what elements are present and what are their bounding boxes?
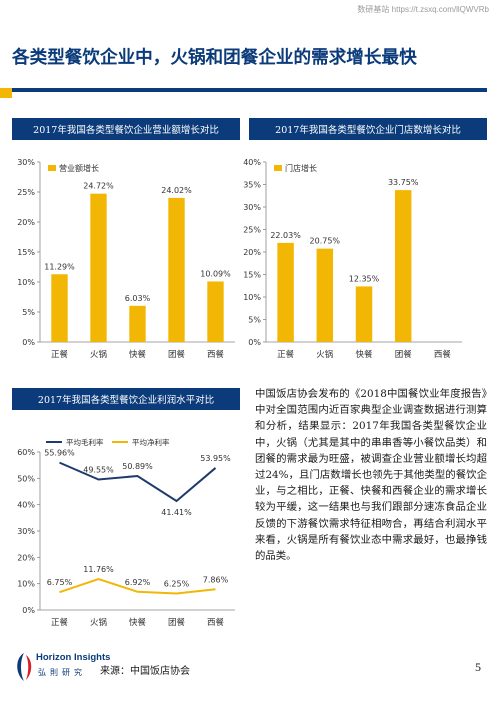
chart3-title: 2017年我国各类型餐饮企业利润水平对比	[12, 388, 240, 410]
series-line	[59, 461, 217, 503]
y-tick-label: 20%	[17, 218, 35, 227]
bar	[355, 286, 373, 342]
bar	[90, 193, 107, 342]
legend-swatch	[274, 165, 282, 171]
chart2-title: 2017年我国各类型餐饮企业门店数增长对比	[249, 118, 487, 140]
y-tick-label: 20%	[243, 248, 261, 257]
data-label: 33.75%	[388, 178, 419, 187]
bar	[316, 248, 334, 342]
data-label: 24.72%	[83, 182, 114, 191]
y-tick-label: 10%	[17, 278, 35, 287]
bar	[394, 190, 412, 342]
x-tick-label: 快餐	[129, 349, 147, 360]
x-tick-label: 西餐	[207, 618, 225, 628]
bar	[51, 274, 68, 342]
data-label: 11.76%	[83, 565, 114, 574]
data-label: 53.95%	[200, 454, 231, 463]
page-number: 5	[475, 660, 481, 674]
x-tick-label: 火锅	[90, 617, 107, 628]
x-tick-label: 团餐	[168, 350, 186, 360]
y-tick-label: 0%	[22, 338, 35, 347]
x-tick-label: 快餐	[355, 349, 373, 360]
title-accent	[0, 88, 12, 98]
y-tick-label: 30%	[243, 203, 261, 212]
data-label: 6.92%	[125, 578, 151, 587]
x-tick-label: 正餐	[277, 350, 295, 360]
title-rule	[12, 88, 487, 92]
data-label: 10.09%	[200, 269, 231, 278]
data-label: 20.75%	[310, 237, 341, 246]
data-label: 22.03%	[270, 231, 301, 240]
body-paragraph: 中国饭店协会发布的《2018中国餐饮业年度报告》中对全国范围内近百家典型企业调查…	[255, 388, 487, 563]
legend-label: 营业额增长	[59, 163, 99, 173]
x-tick-label: 西餐	[434, 350, 452, 360]
data-label: 55.96%	[44, 449, 75, 458]
y-tick-label: 60%	[17, 448, 35, 457]
bar	[129, 305, 146, 342]
chart-store-growth: 0% 5% 10% 15% 20% 25% 30% 35% 40% 正餐 火锅 快餐 团餐 西餐 门店增长 2…	[243, 158, 462, 360]
bar	[277, 242, 294, 342]
y-tick-label: 20%	[17, 553, 35, 562]
y-tick-label: 35%	[243, 181, 261, 190]
x-tick-label: 正餐	[51, 618, 69, 628]
y-tick-label: 10%	[243, 293, 261, 302]
logo: Horizon Insights 弘則研究	[12, 650, 122, 686]
chart-revenue-growth: 0% 5% 10% 15% 20% 25% 30% 正餐 火锅 快餐 团餐 西餐 营业额增长 11.29%…	[17, 158, 235, 360]
data-label: 6.75%	[47, 578, 73, 587]
x-tick-label: 火锅	[316, 349, 333, 360]
y-tick-label: 40%	[243, 158, 261, 167]
x-tick-label: 快餐	[129, 617, 147, 628]
x-tick-label: 西餐	[207, 350, 225, 360]
source-note: 来源：中国饭店协会	[100, 666, 190, 677]
legend-swatch	[48, 165, 56, 171]
page-title: 各类型餐饮企业中，火锅和团餐企业的需求增长最快	[12, 48, 417, 68]
bar	[207, 281, 224, 342]
y-tick-label: 40%	[17, 501, 35, 510]
y-tick-label: 10%	[17, 580, 35, 589]
legend-label: 平均毛利率	[66, 437, 104, 447]
y-tick-label: 30%	[17, 527, 35, 536]
x-tick-label: 火锅	[90, 349, 107, 360]
x-tick-label: 团餐	[168, 618, 186, 628]
data-label: 24.02%	[161, 186, 192, 195]
y-tick-label: 5%	[22, 308, 35, 317]
chart-profit-margin: 0% 10% 20% 30% 40% 50% 60% 正餐 火锅 快餐 团餐 西餐 平均毛利率 55.96…	[17, 437, 235, 628]
y-tick-label: 50%	[17, 474, 35, 483]
data-label: 6.03%	[125, 294, 151, 303]
bar	[168, 197, 185, 342]
y-tick-label: 25%	[243, 226, 261, 235]
y-tick-label: 25%	[17, 188, 35, 197]
data-label: 50.89%	[122, 462, 153, 471]
logo-mark-icon	[17, 653, 32, 681]
x-tick-label: 正餐	[51, 350, 69, 360]
x-tick-label: 团餐	[395, 350, 413, 360]
legend-label: 门店增长	[285, 163, 317, 173]
legend-label: 平均净利率	[132, 437, 170, 447]
y-tick-label: 15%	[17, 248, 35, 257]
data-label: 12.35%	[349, 274, 380, 283]
logo-name-en: Horizon Insights	[36, 652, 111, 663]
data-label: 41.41%	[161, 508, 192, 517]
chart1-title: 2017年我国各类型餐饮企业营业额增长对比	[12, 118, 240, 140]
y-tick-label: 5%	[248, 316, 261, 325]
data-label: 11.29%	[44, 262, 75, 271]
data-label: 7.86%	[203, 575, 229, 584]
y-tick-label: 0%	[22, 606, 35, 615]
y-tick-label: 15%	[243, 271, 261, 280]
series-line	[59, 577, 216, 595]
data-label: 6.25%	[164, 580, 190, 589]
top-note: 数研基站 https://t.zsxq.com/llQWVRb	[357, 5, 489, 14]
y-tick-label: 30%	[17, 158, 35, 167]
logo-name-cn: 弘則研究	[38, 668, 86, 677]
y-tick-label: 0%	[248, 338, 261, 347]
data-label: 49.55%	[83, 466, 114, 475]
